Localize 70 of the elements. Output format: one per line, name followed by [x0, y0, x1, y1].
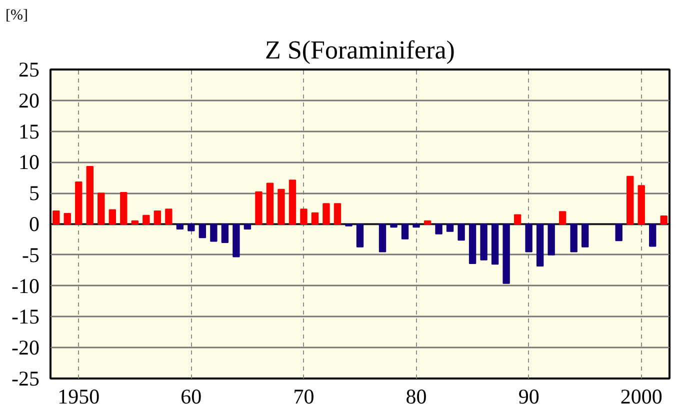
bar	[64, 212, 71, 224]
bar	[86, 166, 94, 224]
y-tick-label: 10	[18, 150, 40, 174]
x-tick-label: 60	[180, 384, 202, 406]
bar	[198, 224, 206, 238]
y-tick-label: 0	[29, 212, 40, 236]
bar	[278, 188, 285, 224]
bar	[378, 224, 386, 252]
bar	[649, 224, 656, 247]
bar	[458, 224, 465, 241]
bar	[300, 208, 308, 224]
bar	[570, 224, 578, 252]
y-tick-label: 20	[18, 88, 40, 112]
bar	[311, 212, 319, 224]
bar	[108, 209, 116, 224]
bar	[480, 224, 488, 260]
bar	[188, 224, 195, 232]
bar	[356, 224, 364, 248]
bar	[435, 224, 442, 234]
bar	[120, 192, 128, 224]
y-tick-label: 25	[18, 58, 40, 82]
bar	[75, 181, 82, 224]
y-tick-label: -10	[12, 274, 40, 298]
bar	[266, 182, 274, 224]
bar	[288, 180, 296, 224]
bar	[468, 224, 476, 264]
bar	[176, 224, 184, 230]
bar	[131, 220, 139, 224]
y-tick-label: -5	[22, 242, 40, 267]
bar	[615, 224, 622, 242]
bar	[255, 191, 262, 224]
bar	[424, 220, 432, 224]
bar	[232, 224, 240, 258]
chart-title: Z S(Foraminifera)	[265, 36, 455, 64]
bar	[581, 224, 589, 248]
bar	[638, 185, 645, 224]
bar	[660, 215, 668, 224]
bar	[165, 208, 172, 224]
bar	[98, 192, 105, 224]
x-tick-label: 80	[406, 384, 427, 406]
bar	[412, 224, 420, 228]
bar	[548, 224, 555, 256]
y-tick-label: -15	[12, 304, 40, 329]
bar	[514, 214, 522, 224]
bar	[525, 224, 532, 252]
bar	[142, 214, 150, 224]
bar	[536, 224, 544, 267]
bar	[322, 203, 330, 224]
bar	[558, 211, 566, 224]
y-axis-title: [%]	[6, 8, 28, 24]
x-tick-label: 70	[293, 384, 314, 406]
y-tick-label: 15	[18, 119, 40, 144]
bar	[491, 224, 499, 265]
bar	[401, 224, 409, 240]
bar	[244, 224, 252, 230]
bar	[210, 224, 218, 242]
bar	[390, 224, 398, 228]
bar	[626, 176, 634, 224]
y-tick-label: -20	[12, 336, 40, 360]
x-tick-label: 90	[518, 384, 540, 406]
x-tick-label: 2000	[620, 384, 662, 406]
bar	[446, 224, 454, 232]
y-tick-label: 5	[29, 181, 40, 206]
bar	[334, 203, 342, 224]
bar	[52, 210, 60, 224]
y-tick-label: -25	[12, 366, 40, 390]
bar	[221, 224, 229, 244]
x-tick-label: 1950	[58, 384, 100, 406]
bar	[502, 224, 510, 284]
bar	[154, 210, 162, 224]
